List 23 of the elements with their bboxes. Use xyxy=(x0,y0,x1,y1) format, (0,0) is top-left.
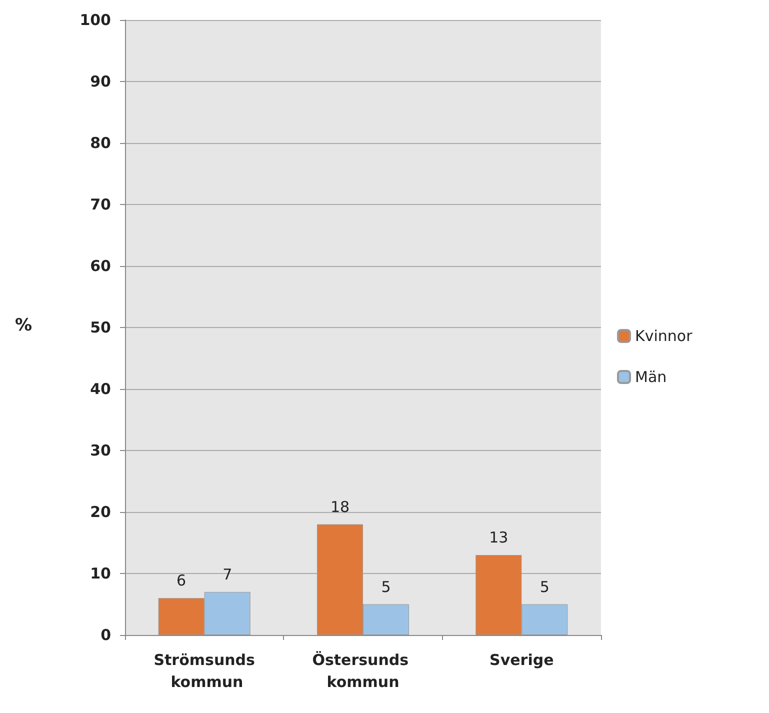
data-label: 5 xyxy=(540,578,550,596)
y-tick-label: 90 xyxy=(90,72,111,90)
y-tick-label: 60 xyxy=(90,257,111,275)
y-tick-label: 0 xyxy=(100,626,111,644)
data-label: 7 xyxy=(222,565,232,584)
y-tick-label: 30 xyxy=(90,442,111,460)
x-tick-label: Östersunds kommun xyxy=(312,651,414,691)
y-tick-label: 10 xyxy=(90,564,111,582)
x-tick-label: Sverige xyxy=(490,651,554,669)
y-tick-label: 20 xyxy=(90,503,111,521)
data-label: 5 xyxy=(381,578,391,596)
y-tick-label: 50 xyxy=(90,318,111,336)
y-tick-label: 40 xyxy=(90,380,111,398)
y-axis-title: % xyxy=(15,316,32,336)
x-tick-label: Strömsunds kommun xyxy=(154,651,256,691)
y-tick-label: 100 xyxy=(80,11,111,29)
legend-label: Män xyxy=(635,368,667,386)
data-label: 13 xyxy=(489,528,508,547)
data-label: 6 xyxy=(176,572,186,590)
y-tick-label: 80 xyxy=(90,134,111,152)
legend-label: Kvinnor xyxy=(635,327,694,345)
data-label: 18 xyxy=(330,498,350,516)
y-tick-label: 70 xyxy=(90,196,111,214)
